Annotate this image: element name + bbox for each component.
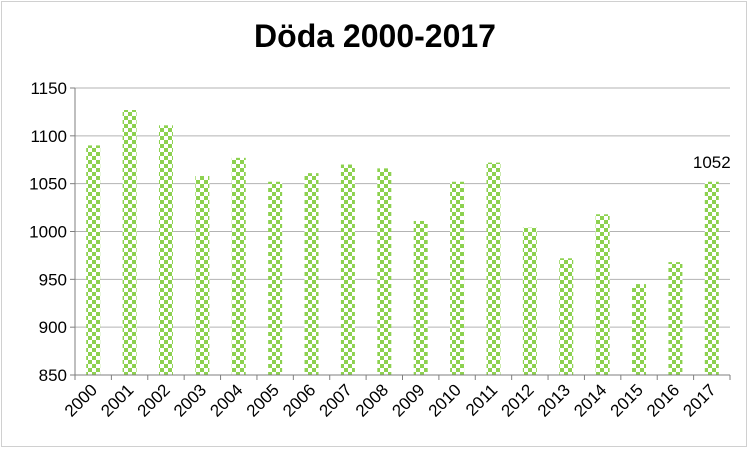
x-tick-label: 2007 [316, 380, 356, 420]
x-tick-label: 2010 [425, 380, 465, 420]
bar-2000 [86, 145, 101, 375]
chart-title: Döda 2000-2017 [254, 18, 496, 54]
bar-2011 [486, 162, 501, 375]
y-tick-label: 1100 [30, 127, 67, 146]
x-tick-label: 2001 [97, 380, 137, 420]
data-label-2017: 1052 [693, 153, 731, 172]
x-tick-label: 2012 [498, 380, 538, 420]
x-tick-label: 2011 [462, 380, 501, 419]
x-tick-label: 2009 [388, 380, 428, 420]
bar-2016 [668, 262, 683, 375]
bar-2013 [559, 258, 574, 375]
x-tick-label: 2002 [134, 380, 174, 420]
y-tick-label: 1000 [29, 223, 67, 242]
x-tick-label: 2005 [243, 380, 283, 420]
bar-2009 [413, 220, 428, 375]
bar-2017 [704, 181, 719, 375]
bar-2005 [268, 181, 283, 375]
bar-2008 [377, 168, 392, 375]
x-tick-label: 2008 [352, 380, 392, 420]
x-tick-label: 2000 [61, 380, 101, 420]
x-tick-label: 2013 [534, 380, 574, 420]
y-tick-label: 850 [39, 366, 67, 385]
bar-2015 [632, 284, 647, 375]
x-tick-label: 2015 [607, 380, 647, 420]
x-tick-label: 2017 [679, 380, 719, 420]
x-tick-label: 2003 [170, 380, 210, 420]
bar-2007 [340, 164, 355, 375]
bar-2012 [522, 227, 537, 375]
bar-2002 [158, 125, 173, 375]
bars [86, 110, 719, 376]
y-tick-label: 1150 [30, 79, 67, 98]
gridlines [75, 87, 730, 376]
x-tick-label: 2016 [643, 380, 683, 420]
y-tick-label: 1050 [29, 175, 67, 194]
x-tick-label: 2014 [570, 380, 610, 420]
bar-2014 [595, 214, 610, 375]
y-tick-label: 900 [39, 318, 67, 337]
bar-2003 [195, 176, 210, 375]
x-tick-label: 2004 [206, 380, 246, 420]
y-tick-label: 950 [39, 270, 67, 289]
bar-2010 [450, 181, 465, 375]
x-tick-label: 2006 [279, 380, 319, 420]
bar-2001 [122, 110, 137, 376]
data-labels: 1052 [693, 153, 731, 172]
bar-2006 [304, 173, 319, 375]
bar-2004 [231, 157, 246, 375]
